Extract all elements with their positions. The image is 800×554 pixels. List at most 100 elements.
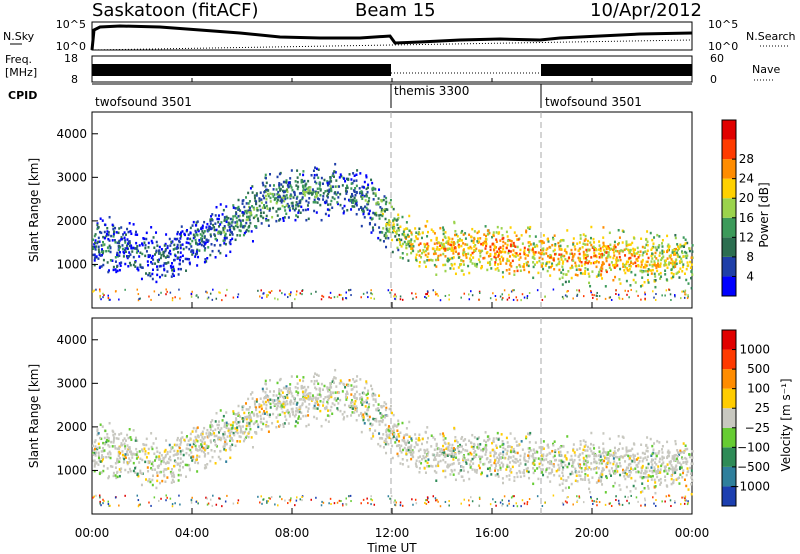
power-point bbox=[168, 251, 171, 255]
power-point bbox=[255, 202, 258, 205]
velocity-point bbox=[286, 390, 289, 393]
velocity-point bbox=[226, 435, 229, 438]
velocity-point bbox=[653, 442, 656, 445]
power-point bbox=[473, 248, 476, 252]
velocity-point bbox=[253, 414, 256, 417]
velocity-point bbox=[268, 415, 271, 418]
velocity-point bbox=[462, 479, 465, 482]
power-point bbox=[93, 253, 96, 257]
velocity-point bbox=[558, 466, 561, 470]
velocity-point bbox=[430, 434, 433, 437]
velocity-point bbox=[92, 451, 95, 455]
velocity-point bbox=[173, 449, 176, 453]
velocity-point bbox=[451, 470, 454, 473]
power-point bbox=[201, 234, 204, 238]
velocity-point bbox=[618, 461, 621, 465]
power-point bbox=[296, 290, 298, 293]
velocity-point bbox=[612, 462, 615, 466]
power-point bbox=[479, 251, 482, 255]
velocity-point bbox=[595, 471, 598, 475]
power-point bbox=[145, 272, 148, 275]
power-point bbox=[229, 239, 232, 242]
velocity-point bbox=[385, 402, 388, 406]
velocity-point bbox=[588, 466, 591, 469]
power-point bbox=[687, 264, 690, 267]
power-point bbox=[624, 289, 626, 292]
velocity-point bbox=[464, 443, 467, 446]
power-point bbox=[655, 257, 658, 260]
velocity-point bbox=[252, 422, 255, 426]
velocity-point bbox=[190, 456, 193, 459]
power-point bbox=[453, 220, 456, 224]
power-point bbox=[572, 241, 575, 245]
power-point bbox=[249, 221, 252, 225]
power-point bbox=[501, 293, 504, 296]
power-point bbox=[391, 238, 394, 242]
power-point bbox=[264, 176, 267, 180]
velocity-point bbox=[285, 385, 288, 388]
velocity-point bbox=[336, 408, 339, 412]
velocity-point bbox=[166, 450, 169, 454]
power-point bbox=[430, 228, 433, 231]
power-point bbox=[503, 250, 506, 254]
power-point bbox=[293, 190, 296, 194]
power-point bbox=[158, 265, 161, 268]
power-point bbox=[609, 243, 612, 247]
power-point bbox=[224, 234, 227, 237]
velocity-point bbox=[130, 438, 133, 442]
velocity-point bbox=[484, 453, 487, 456]
power-point bbox=[201, 239, 204, 243]
velocity-point bbox=[269, 413, 272, 416]
velocity-point bbox=[116, 447, 119, 451]
power-point bbox=[295, 204, 298, 207]
power-point bbox=[350, 192, 353, 196]
power-point bbox=[605, 259, 608, 263]
velocity-point bbox=[525, 436, 528, 440]
velocity-point bbox=[180, 431, 183, 434]
power-point bbox=[580, 260, 583, 264]
velocity-point bbox=[358, 393, 361, 396]
velocity-point bbox=[435, 442, 438, 446]
velocity-point bbox=[546, 467, 549, 470]
velocity-point bbox=[350, 404, 353, 408]
velocity-point bbox=[198, 448, 201, 452]
power-point bbox=[330, 199, 333, 203]
power-point bbox=[542, 247, 545, 250]
velocity-point bbox=[126, 453, 129, 456]
velocity-point bbox=[658, 460, 661, 463]
power-point bbox=[432, 289, 435, 292]
velocity-point bbox=[629, 462, 632, 466]
power-point bbox=[493, 249, 496, 252]
velocity-point bbox=[180, 441, 183, 444]
power-point bbox=[239, 229, 242, 233]
power-point bbox=[134, 233, 137, 236]
power-point bbox=[312, 169, 315, 173]
power-point bbox=[267, 194, 270, 198]
power-point bbox=[336, 202, 339, 206]
power-point bbox=[587, 261, 590, 265]
power-point bbox=[229, 228, 232, 232]
velocity-point bbox=[313, 404, 316, 408]
velocity-point bbox=[232, 421, 235, 424]
velocity-point bbox=[483, 446, 486, 450]
power-point bbox=[541, 240, 544, 243]
power-point bbox=[108, 215, 111, 219]
power-point bbox=[195, 221, 198, 224]
velocity-point bbox=[176, 462, 179, 465]
velocity-point bbox=[515, 458, 518, 461]
velocity-point bbox=[101, 425, 104, 428]
power-point bbox=[561, 283, 564, 286]
velocity-point bbox=[243, 417, 246, 421]
power-point bbox=[333, 170, 336, 173]
power-point bbox=[454, 229, 457, 233]
power-point bbox=[118, 262, 121, 265]
power-point bbox=[224, 232, 227, 236]
velocity-point bbox=[399, 449, 402, 453]
power-point bbox=[558, 253, 561, 256]
velocity-point bbox=[489, 458, 492, 462]
velocity-point bbox=[314, 406, 317, 410]
power-point bbox=[587, 272, 590, 276]
power-point bbox=[217, 230, 220, 233]
power-point bbox=[553, 248, 556, 252]
velocity-point bbox=[444, 437, 447, 440]
